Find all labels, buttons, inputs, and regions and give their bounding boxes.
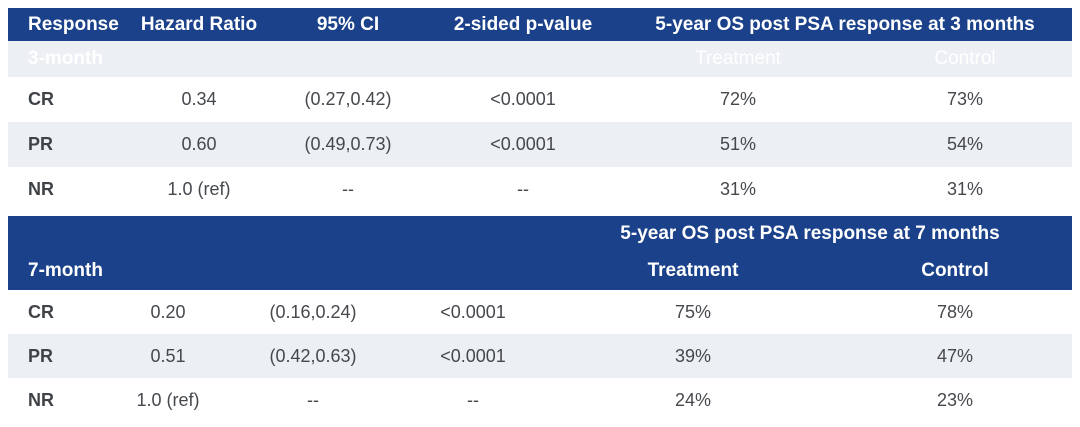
ci-value: (0.49,0.73) (268, 122, 428, 167)
response-label: CR (8, 77, 130, 122)
p-value: <0.0001 (428, 122, 618, 167)
response-label: NR (8, 167, 130, 212)
hazard-ratio-value: 0.20 (108, 290, 228, 334)
col-header-response: Response (8, 8, 130, 41)
col-header-95ci: 95% CI (268, 8, 428, 41)
ci-value: (0.16,0.24) (228, 290, 398, 334)
empty-header-cell (8, 216, 548, 252)
table-3-month: Response Hazard Ratio 95% CI 2-sided p-v… (8, 8, 1072, 212)
ci-value: -- (228, 378, 398, 422)
treatment-os-value: 39% (548, 334, 838, 378)
subheader-row-7-month: 7-month Treatment Control (8, 252, 1072, 290)
col-header-hazard-ratio: Hazard Ratio (130, 8, 268, 41)
treatment-os-value: 51% (618, 122, 858, 167)
data-row-cr-7-month: CR 0.20 (0.16,0.24) <0.0001 75% 78% (8, 290, 1072, 334)
response-label: NR (8, 378, 108, 422)
ci-value: (0.42,0.63) (228, 334, 398, 378)
hazard-ratio-value: 1.0 (ref) (108, 378, 228, 422)
hazard-ratio-value: 0.51 (108, 334, 228, 378)
response-label: PR (8, 122, 130, 167)
col-header-os-group-7-months: 5-year OS post PSA response at 7 months (548, 216, 1072, 252)
control-os-value: 47% (838, 334, 1072, 378)
treatment-os-value: 72% (618, 77, 858, 122)
subheader-row-3-month: 3-month Treatment Control (8, 41, 1072, 77)
response-label: CR (8, 290, 108, 334)
col-header-p-value: 2-sided p-value (428, 8, 618, 41)
data-row-cr-3-month: CR 0.34 (0.27,0.42) <0.0001 72% 73% (8, 77, 1072, 122)
response-label: PR (8, 334, 108, 378)
hazard-ratio-value: 0.34 (130, 77, 268, 122)
hazard-ratio-value: 1.0 (ref) (130, 167, 268, 212)
table-7-month: 5-year OS post PSA response at 7 months … (8, 216, 1072, 422)
p-value: <0.0001 (398, 334, 548, 378)
control-os-value: 23% (838, 378, 1072, 422)
subcol-control-3-month: Control (858, 41, 1072, 77)
treatment-os-value: 75% (548, 290, 838, 334)
control-os-value: 78% (838, 290, 1072, 334)
hazard-ratio-value: 0.60 (130, 122, 268, 167)
column-header-row: Response Hazard Ratio 95% CI 2-sided p-v… (8, 8, 1072, 41)
treatment-os-value: 24% (548, 378, 838, 422)
p-value: <0.0001 (398, 290, 548, 334)
section-label-7-month: 7-month (8, 252, 548, 290)
ci-value: (0.27,0.42) (268, 77, 428, 122)
treatment-os-value: 31% (618, 167, 858, 212)
data-row-nr-7-month: NR 1.0 (ref) -- -- 24% 23% (8, 378, 1072, 422)
control-os-value: 73% (858, 77, 1072, 122)
p-value: -- (398, 378, 548, 422)
p-value: -- (428, 167, 618, 212)
col-header-os-group-3-months: 5-year OS post PSA response at 3 months (618, 8, 1072, 41)
control-os-value: 31% (858, 167, 1072, 212)
subcol-control-7-month: Control (838, 252, 1072, 290)
p-value: <0.0001 (428, 77, 618, 122)
ci-value: -- (268, 167, 428, 212)
subcol-treatment-3-month: Treatment (618, 41, 858, 77)
subcol-treatment-7-month: Treatment (548, 252, 838, 290)
section-label-3-month: 3-month (8, 41, 618, 77)
data-row-pr-3-month: PR 0.60 (0.49,0.73) <0.0001 51% 54% (8, 122, 1072, 167)
data-row-nr-3-month: NR 1.0 (ref) -- -- 31% 31% (8, 167, 1072, 212)
os-group-header-row-7-month: 5-year OS post PSA response at 7 months (8, 216, 1072, 252)
data-row-pr-7-month: PR 0.51 (0.42,0.63) <0.0001 39% 47% (8, 334, 1072, 378)
control-os-value: 54% (858, 122, 1072, 167)
